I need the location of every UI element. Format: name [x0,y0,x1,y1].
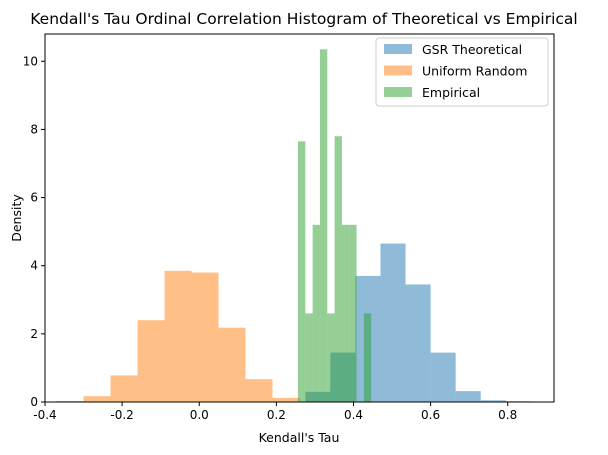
legend-swatch [384,44,412,54]
x-tick-label: 0.2 [267,408,286,422]
bar-series1-bin6 [218,327,246,402]
bar-series2-bin4 [327,313,335,402]
x-axis-ticks: -0.4 -0.2 0.0 0.2 0.4 0.6 0.8 [33,402,517,422]
legend-swatch [384,87,412,97]
bar-series0-bin4 [405,284,431,402]
y-axis-label: Density [9,194,24,242]
y-tick-label: 6 [30,191,38,205]
bar-series0-bin5 [430,352,456,402]
bar-series2-bin5 [334,136,342,402]
y-tick-label: 8 [30,122,38,136]
x-tick-label: -0.2 [110,408,133,422]
y-tick-label: 10 [23,54,38,68]
legend-label: GSR Theoretical [422,42,522,57]
bar-series0-bin3 [380,243,406,402]
y-axis-ticks: 0 2 4 6 8 10 [23,54,45,409]
y-tick-label: 0 [30,395,38,409]
x-tick-label: 0.8 [498,408,517,422]
y-tick-label: 2 [30,327,38,341]
bar-series1-bin8 [272,397,300,402]
bar-series2-bin9 [363,313,372,402]
x-axis-label: Kendall's Tau [259,430,340,445]
x-tick-label: 0.0 [190,408,209,422]
legend-box [375,37,549,107]
bar-series2-bin2 [312,224,320,402]
bar-series1-bin3 [137,320,165,402]
chart-title: Kendall's Tau Ordinal Correlation Histog… [30,10,577,28]
bar-series1-bin2 [110,375,138,402]
bar-series0-bin6 [455,391,481,402]
x-tick-label: 0.6 [421,408,440,422]
bar-series1-bin7 [245,379,273,402]
bar-series2-bin6 [341,224,350,402]
y-tick-label: 4 [30,259,38,273]
bar-series1-bin5 [191,272,219,402]
legend-label: Uniform Random [422,64,527,79]
bar-series1-bin0 [56,400,84,402]
bar-series2-bin0 [297,141,306,403]
bar-series0-bin7 [480,400,506,402]
bars-layer [56,49,531,403]
plot-frame [44,33,555,403]
bar-series2-bin1 [305,313,313,402]
x-tick-label: -0.4 [33,408,56,422]
x-tick-label: 0.4 [344,408,363,422]
bar-series2-bin7 [349,224,357,402]
bar-series1-bin4 [164,270,192,402]
legend-swatch [384,65,412,76]
legend: GSR Theoretical Uniform Random Empirical [375,37,549,107]
legend-label: Empirical [422,85,480,100]
bar-series2-bin3 [319,49,328,402]
bar-series1-bin1 [83,396,111,402]
